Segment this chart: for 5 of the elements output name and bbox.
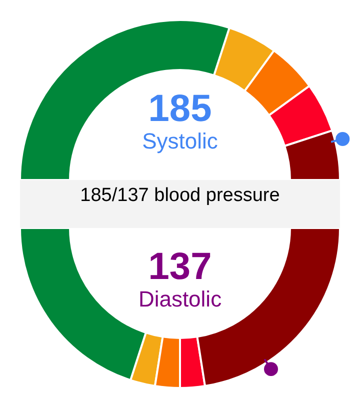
text: Systolic xyxy=(142,128,218,154)
text: Diastolic xyxy=(138,286,222,312)
text: 185/137 blood pressure xyxy=(79,185,281,207)
chart-title: 137 xyxy=(148,246,212,288)
text: 185 xyxy=(148,88,212,130)
